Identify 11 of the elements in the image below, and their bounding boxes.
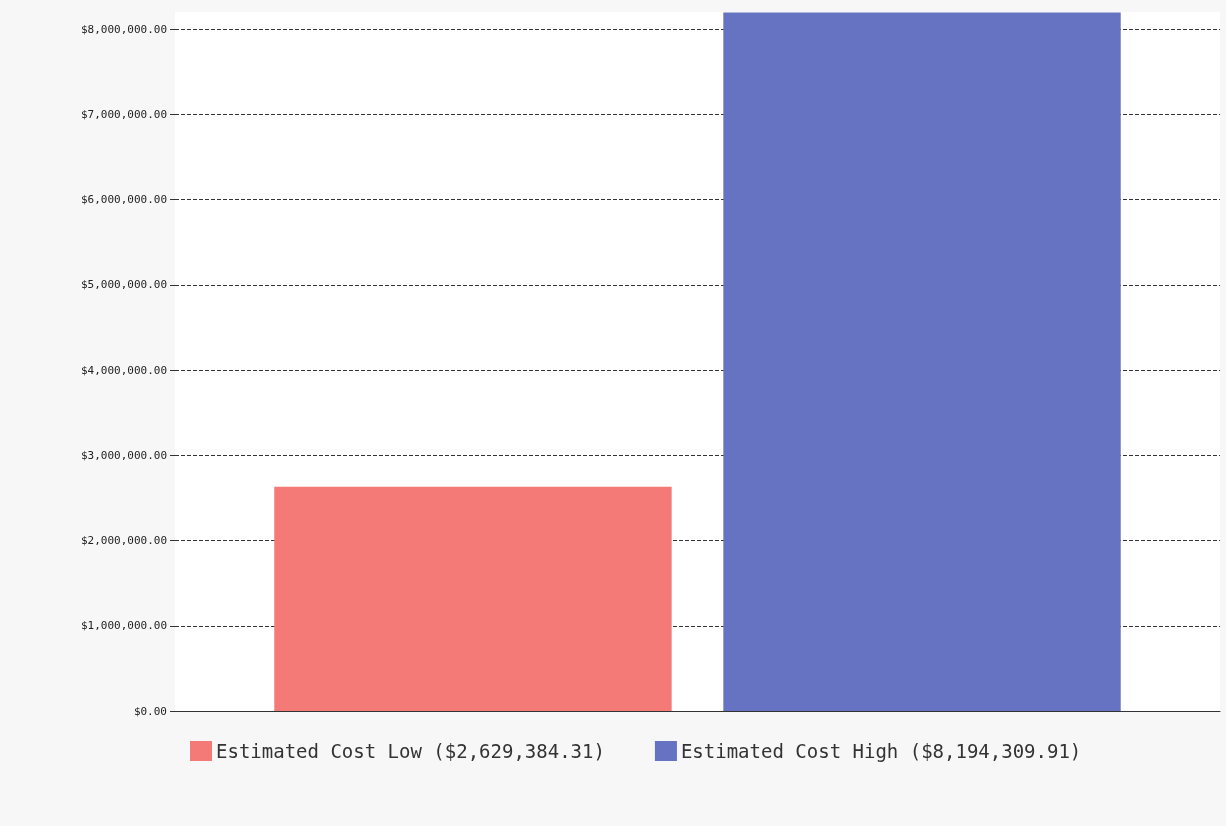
y-tick-label: $2,000,000.00 <box>80 534 167 548</box>
y-tick-label: $5,000,000.00 <box>80 278 167 292</box>
y-tick-label: $3,000,000.00 <box>80 448 167 462</box>
y-tick-label: $6,000,000.00 <box>80 193 167 207</box>
y-tick-label: $4,000,000.00 <box>80 363 167 377</box>
legend-label: Estimated Cost Low ($2,629,384.31) <box>216 740 605 762</box>
y-tick-label: $8,000,000.00 <box>80 22 167 36</box>
y-tick-label: $7,000,000.00 <box>80 107 167 121</box>
y-tick-label: $0.00 <box>133 704 167 718</box>
y-tick-label: $1,000,000.00 <box>80 619 167 633</box>
legend-label: Estimated Cost High ($8,194,309.91) <box>680 740 1082 762</box>
